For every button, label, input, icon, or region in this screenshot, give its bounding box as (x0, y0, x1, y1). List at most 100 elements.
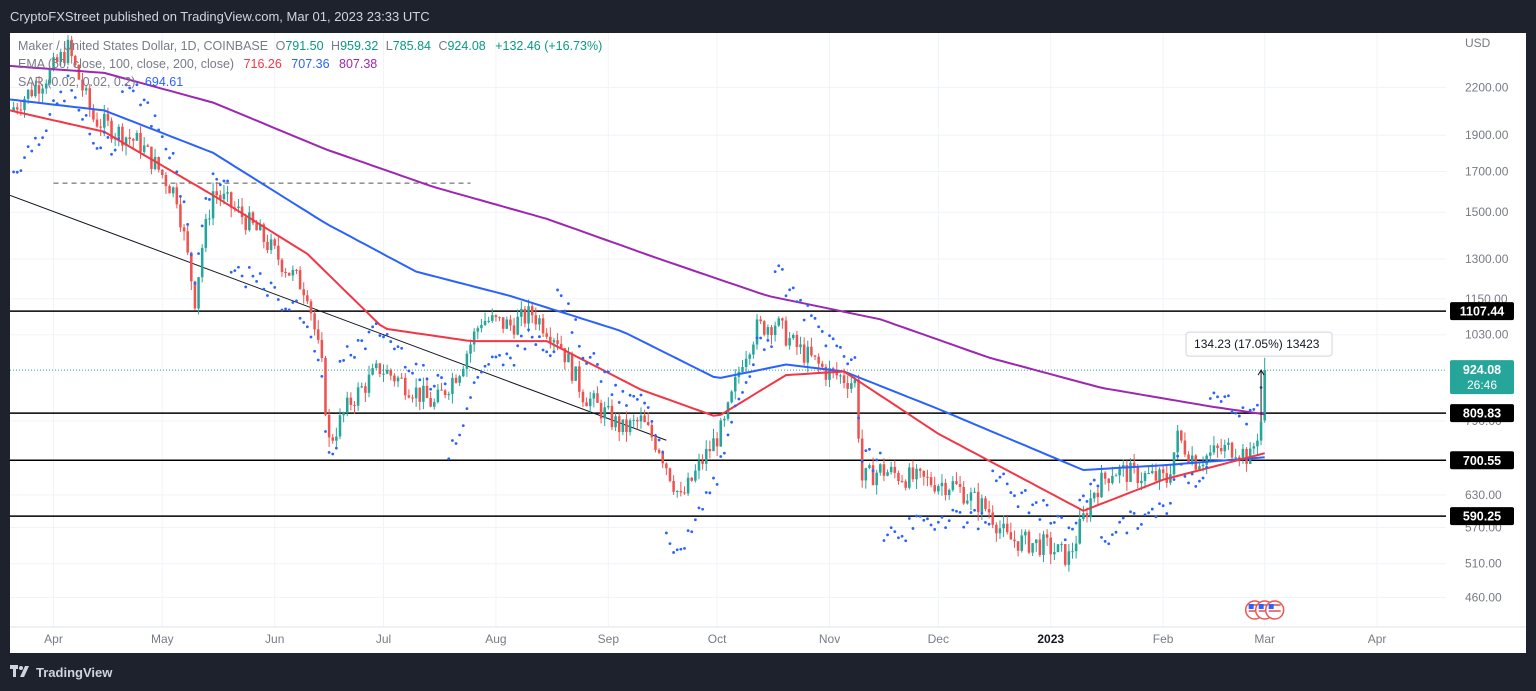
candle-body[interactable] (371, 368, 374, 375)
candle-body[interactable] (1252, 446, 1256, 449)
candle-body[interactable] (904, 481, 907, 488)
candle-body[interactable] (911, 467, 915, 480)
candle-body[interactable] (1227, 442, 1230, 446)
candle-body[interactable] (1071, 551, 1074, 553)
candle-body[interactable] (117, 126, 121, 137)
candle-body[interactable] (828, 368, 831, 380)
candle-body[interactable] (95, 119, 99, 127)
candle-body[interactable] (374, 363, 378, 369)
candle-body[interactable] (607, 405, 610, 408)
candle-body[interactable] (396, 377, 400, 382)
candle-body[interactable] (675, 490, 679, 492)
candle-body[interactable] (34, 85, 37, 97)
candle-body[interactable] (70, 39, 73, 57)
candle-body[interactable] (690, 477, 694, 481)
candle-body[interactable] (41, 88, 44, 94)
candle-body[interactable] (715, 438, 719, 447)
candle-body[interactable] (1063, 544, 1067, 565)
candle-body[interactable] (850, 383, 853, 389)
candle-body[interactable] (1111, 475, 1114, 484)
candle-body[interactable] (74, 56, 77, 65)
candle-body[interactable] (327, 414, 331, 438)
candle-body[interactable] (987, 509, 991, 513)
candle-body[interactable] (1060, 544, 1063, 546)
candle-body[interactable] (462, 368, 465, 377)
candle-body[interactable] (817, 356, 820, 364)
candle-body[interactable] (744, 358, 748, 368)
candle-body[interactable] (487, 320, 490, 322)
candle-body[interactable] (403, 377, 407, 396)
candle-body[interactable] (712, 438, 715, 452)
candle-body[interactable] (1176, 430, 1179, 453)
candle-body[interactable] (1016, 541, 1020, 551)
candle-body[interactable] (799, 344, 802, 348)
candle-body[interactable] (777, 318, 781, 326)
candle-body[interactable] (1238, 457, 1241, 459)
candle-body[interactable] (1180, 430, 1183, 441)
candle-body[interactable] (349, 397, 353, 405)
candle-body[interactable] (1187, 454, 1190, 463)
candle-body[interactable] (541, 318, 545, 334)
candle-body[interactable] (556, 340, 559, 344)
candle-body[interactable] (1140, 480, 1143, 484)
candle-body[interactable] (400, 377, 403, 379)
candle-body[interactable] (1027, 531, 1031, 553)
candle-body[interactable] (625, 419, 628, 433)
candle-body[interactable] (984, 498, 987, 510)
candle-body[interactable] (505, 319, 509, 329)
candle-body[interactable] (947, 489, 951, 496)
candle-body[interactable] (66, 39, 70, 64)
candle-body[interactable] (788, 338, 791, 346)
candle-body[interactable] (418, 387, 422, 402)
candle-body[interactable] (806, 346, 810, 363)
candle-body[interactable] (523, 308, 527, 324)
candle-body[interactable] (121, 126, 124, 146)
candle-body[interactable] (244, 217, 247, 231)
candle-body[interactable] (686, 477, 690, 494)
candle-body[interactable] (364, 386, 367, 393)
candle-body[interactable] (596, 393, 599, 403)
candle-body[interactable] (280, 259, 284, 273)
candle-body[interactable] (759, 319, 762, 322)
candle-body[interactable] (277, 245, 280, 260)
candle-body[interactable] (309, 301, 313, 314)
candle-body[interactable] (900, 480, 904, 482)
candle-body[interactable] (933, 485, 936, 492)
candle-body[interactable] (414, 387, 418, 399)
candle-body[interactable] (846, 383, 849, 389)
candle-body[interactable] (77, 64, 81, 80)
candle-body[interactable] (164, 174, 168, 187)
candle-body[interactable] (1074, 543, 1078, 552)
candle-body[interactable] (512, 325, 516, 335)
candle-body[interactable] (248, 212, 251, 231)
candle-body[interactable] (766, 327, 770, 335)
candle-body[interactable] (99, 126, 102, 128)
candle-body[interactable] (208, 218, 211, 220)
candle-body[interactable] (563, 348, 567, 363)
candle-body[interactable] (193, 281, 197, 309)
candle-body[interactable] (103, 113, 106, 128)
candle-body[interactable] (353, 404, 356, 406)
event-markers[interactable] (1244, 600, 1285, 620)
candle-body[interactable] (599, 402, 603, 419)
candle-body[interactable] (433, 402, 436, 407)
candle-body[interactable] (211, 191, 215, 219)
candle-body[interactable] (781, 318, 784, 321)
candle-body[interactable] (857, 379, 860, 439)
candle-body[interactable] (585, 402, 588, 407)
candle-body[interactable] (962, 487, 965, 504)
candle-body[interactable] (860, 438, 864, 481)
candle-body[interactable] (944, 482, 947, 496)
candle-body[interactable] (570, 353, 574, 381)
candle-body[interactable] (520, 308, 523, 317)
candle-body[interactable] (955, 481, 958, 485)
candle-body[interactable] (84, 88, 88, 91)
candle-body[interactable] (302, 289, 305, 296)
time-axis[interactable]: Apr May Jun Jul Aug Sep Oct Nov Dec 2023 Feb Mar Apr (10, 626, 1526, 646)
candle-body[interactable] (755, 319, 759, 345)
candle-body[interactable] (1129, 462, 1132, 482)
candle-body[interactable] (538, 318, 541, 325)
candle-body[interactable] (530, 306, 534, 316)
candle-body[interactable] (1209, 452, 1212, 456)
candle-body[interactable] (251, 212, 255, 224)
